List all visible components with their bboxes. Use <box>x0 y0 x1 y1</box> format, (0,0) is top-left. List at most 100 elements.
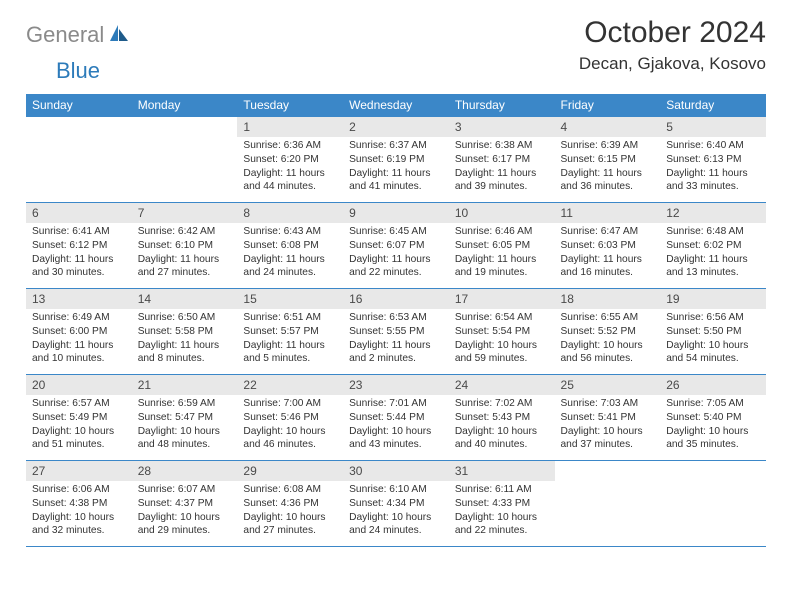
day-number: 2 <box>343 117 449 137</box>
daylight-text: Daylight: 11 hours and 39 minutes. <box>455 167 549 195</box>
day-info: Sunrise: 6:37 AMSunset: 6:19 PMDaylight:… <box>343 137 449 198</box>
day-number: 22 <box>237 375 343 395</box>
daylight-text: Daylight: 11 hours and 33 minutes. <box>666 167 760 195</box>
day-cell: 29Sunrise: 6:08 AMSunset: 4:36 PMDayligh… <box>237 461 343 547</box>
sunrise-text: Sunrise: 6:50 AM <box>138 311 232 325</box>
day-cell: 21Sunrise: 6:59 AMSunset: 5:47 PMDayligh… <box>132 375 238 461</box>
day-number: 7 <box>132 203 238 223</box>
daylight-text: Daylight: 11 hours and 44 minutes. <box>243 167 337 195</box>
day-info: Sunrise: 6:57 AMSunset: 5:49 PMDaylight:… <box>26 395 132 456</box>
daylight-text: Daylight: 10 hours and 54 minutes. <box>666 339 760 367</box>
day-info: Sunrise: 7:05 AMSunset: 5:40 PMDaylight:… <box>660 395 766 456</box>
daylight-text: Daylight: 10 hours and 22 minutes. <box>455 511 549 539</box>
sunrise-text: Sunrise: 6:42 AM <box>138 225 232 239</box>
daylight-text: Daylight: 10 hours and 43 minutes. <box>349 425 443 453</box>
daylight-text: Daylight: 11 hours and 24 minutes. <box>243 253 337 281</box>
sunrise-text: Sunrise: 6:54 AM <box>455 311 549 325</box>
day-info: Sunrise: 6:54 AMSunset: 5:54 PMDaylight:… <box>449 309 555 370</box>
sunset-text: Sunset: 4:34 PM <box>349 497 443 511</box>
sunset-text: Sunset: 4:36 PM <box>243 497 337 511</box>
daylight-text: Daylight: 11 hours and 36 minutes. <box>561 167 655 195</box>
week-row: 6Sunrise: 6:41 AMSunset: 6:12 PMDaylight… <box>26 203 766 289</box>
daylight-text: Daylight: 11 hours and 13 minutes. <box>666 253 760 281</box>
day-cell: 25Sunrise: 7:03 AMSunset: 5:41 PMDayligh… <box>555 375 661 461</box>
daylight-text: Daylight: 11 hours and 41 minutes. <box>349 167 443 195</box>
dayname-tue: Tuesday <box>237 94 343 117</box>
sunrise-text: Sunrise: 6:55 AM <box>561 311 655 325</box>
day-number: 15 <box>237 289 343 309</box>
day-cell: 6Sunrise: 6:41 AMSunset: 6:12 PMDaylight… <box>26 203 132 289</box>
daylight-text: Daylight: 11 hours and 22 minutes. <box>349 253 443 281</box>
sunrise-text: Sunrise: 6:37 AM <box>349 139 443 153</box>
sunset-text: Sunset: 6:07 PM <box>349 239 443 253</box>
calendar-page: General October 2024 Decan, Gjakova, Kos… <box>0 0 792 547</box>
day-cell: 13Sunrise: 6:49 AMSunset: 6:00 PMDayligh… <box>26 289 132 375</box>
day-info: Sunrise: 6:11 AMSunset: 4:33 PMDaylight:… <box>449 481 555 542</box>
week-row: 1Sunrise: 6:36 AMSunset: 6:20 PMDaylight… <box>26 117 766 203</box>
daylight-text: Daylight: 10 hours and 24 minutes. <box>349 511 443 539</box>
day-number: 30 <box>343 461 449 481</box>
sunrise-text: Sunrise: 6:10 AM <box>349 483 443 497</box>
day-number: 14 <box>132 289 238 309</box>
sunrise-text: Sunrise: 6:51 AM <box>243 311 337 325</box>
daylight-text: Daylight: 10 hours and 32 minutes. <box>32 511 126 539</box>
sunrise-text: Sunrise: 7:03 AM <box>561 397 655 411</box>
daylight-text: Daylight: 11 hours and 8 minutes. <box>138 339 232 367</box>
sunset-text: Sunset: 6:13 PM <box>666 153 760 167</box>
sunrise-text: Sunrise: 7:00 AM <box>243 397 337 411</box>
day-info: Sunrise: 6:39 AMSunset: 6:15 PMDaylight:… <box>555 137 661 198</box>
daylight-text: Daylight: 11 hours and 27 minutes. <box>138 253 232 281</box>
day-number: 1 <box>237 117 343 137</box>
day-cell: 20Sunrise: 6:57 AMSunset: 5:49 PMDayligh… <box>26 375 132 461</box>
sunrise-text: Sunrise: 7:01 AM <box>349 397 443 411</box>
day-number: 11 <box>555 203 661 223</box>
sunset-text: Sunset: 5:40 PM <box>666 411 760 425</box>
sunset-text: Sunset: 6:03 PM <box>561 239 655 253</box>
day-number: 24 <box>449 375 555 395</box>
day-number: 27 <box>26 461 132 481</box>
sunset-text: Sunset: 5:43 PM <box>455 411 549 425</box>
day-number: 10 <box>449 203 555 223</box>
day-number <box>660 461 766 467</box>
daylight-text: Daylight: 10 hours and 59 minutes. <box>455 339 549 367</box>
day-info: Sunrise: 6:10 AMSunset: 4:34 PMDaylight:… <box>343 481 449 542</box>
sunset-text: Sunset: 6:00 PM <box>32 325 126 339</box>
sunset-text: Sunset: 6:17 PM <box>455 153 549 167</box>
day-number: 16 <box>343 289 449 309</box>
day-cell: 18Sunrise: 6:55 AMSunset: 5:52 PMDayligh… <box>555 289 661 375</box>
sunrise-text: Sunrise: 7:02 AM <box>455 397 549 411</box>
day-number: 19 <box>660 289 766 309</box>
day-info: Sunrise: 6:51 AMSunset: 5:57 PMDaylight:… <box>237 309 343 370</box>
daylight-text: Daylight: 10 hours and 40 minutes. <box>455 425 549 453</box>
dayname-row: Sunday Monday Tuesday Wednesday Thursday… <box>26 94 766 117</box>
day-cell: 16Sunrise: 6:53 AMSunset: 5:55 PMDayligh… <box>343 289 449 375</box>
day-number: 5 <box>660 117 766 137</box>
day-number: 21 <box>132 375 238 395</box>
sunset-text: Sunset: 5:57 PM <box>243 325 337 339</box>
day-cell: 15Sunrise: 6:51 AMSunset: 5:57 PMDayligh… <box>237 289 343 375</box>
sunrise-text: Sunrise: 6:47 AM <box>561 225 655 239</box>
day-number: 29 <box>237 461 343 481</box>
sunset-text: Sunset: 5:54 PM <box>455 325 549 339</box>
logo: General <box>26 22 132 48</box>
day-info: Sunrise: 6:43 AMSunset: 6:08 PMDaylight:… <box>237 223 343 284</box>
sunrise-text: Sunrise: 6:57 AM <box>32 397 126 411</box>
sunrise-text: Sunrise: 6:45 AM <box>349 225 443 239</box>
sunrise-text: Sunrise: 6:46 AM <box>455 225 549 239</box>
week-row: 13Sunrise: 6:49 AMSunset: 6:00 PMDayligh… <box>26 289 766 375</box>
logo-text-general: General <box>26 22 104 48</box>
day-info: Sunrise: 7:03 AMSunset: 5:41 PMDaylight:… <box>555 395 661 456</box>
day-info: Sunrise: 6:07 AMSunset: 4:37 PMDaylight:… <box>132 481 238 542</box>
logo-text-blue: Blue <box>56 58 100 83</box>
daylight-text: Daylight: 10 hours and 37 minutes. <box>561 425 655 453</box>
daylight-text: Daylight: 11 hours and 5 minutes. <box>243 339 337 367</box>
daylight-text: Daylight: 11 hours and 30 minutes. <box>32 253 126 281</box>
sunrise-text: Sunrise: 6:59 AM <box>138 397 232 411</box>
sunset-text: Sunset: 5:49 PM <box>32 411 126 425</box>
daylight-text: Daylight: 10 hours and 56 minutes. <box>561 339 655 367</box>
sunset-text: Sunset: 4:37 PM <box>138 497 232 511</box>
logo-sail-icon <box>108 23 130 48</box>
day-number: 28 <box>132 461 238 481</box>
week-row: 20Sunrise: 6:57 AMSunset: 5:49 PMDayligh… <box>26 375 766 461</box>
calendar-table: Sunday Monday Tuesday Wednesday Thursday… <box>26 94 766 547</box>
